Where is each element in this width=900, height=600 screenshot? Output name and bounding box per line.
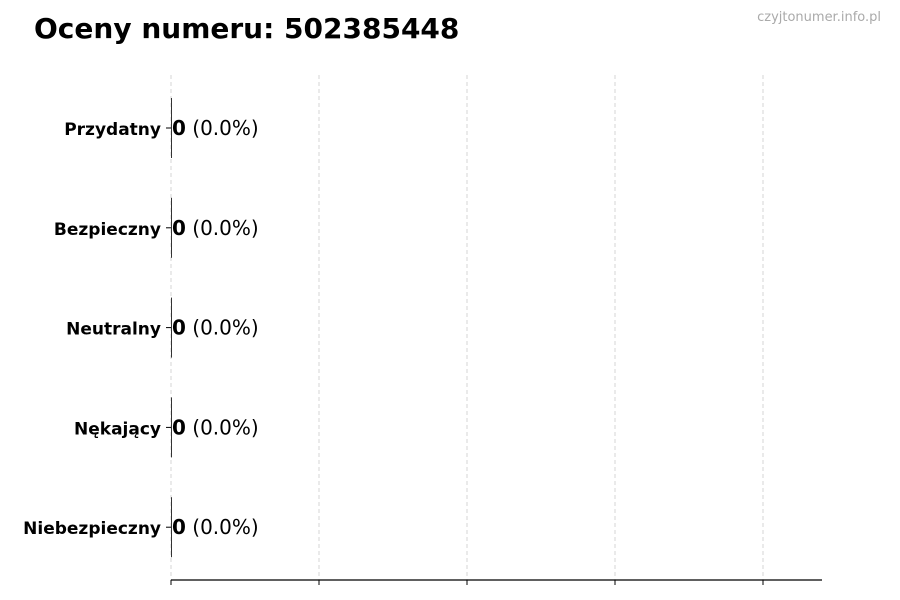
category-label: Bezpieczny [54,220,161,240]
data-label-percent: (0.0%) [186,216,259,240]
bar [171,197,172,258]
category-label: Przydatny [64,120,161,140]
category-label: Nękający [74,419,161,439]
data-label-percent: (0.0%) [186,116,259,140]
data-label-percent: (0.0%) [186,415,259,439]
data-label: 0 (0.0%) [172,216,259,240]
data-label-percent: (0.0%) [186,515,259,539]
data-label: 0 (0.0%) [172,415,259,439]
data-label-count: 0 [172,415,186,439]
watermark: czyjtonumer.info.pl [757,10,881,25]
category-label: Niebezpieczny [23,519,161,539]
data-label-count: 0 [172,515,186,539]
data-label: 0 (0.0%) [172,116,259,140]
data-label-count: 0 [172,216,186,240]
data-label-count: 0 [172,116,186,140]
bar [171,497,172,558]
bar [171,297,172,358]
data-label-count: 0 [172,316,186,340]
data-label: 0 (0.0%) [172,515,259,539]
category-label: Neutralny [66,320,161,340]
data-label: 0 (0.0%) [172,316,259,340]
data-label-percent: (0.0%) [186,316,259,340]
chart-title: Oceny numeru: 502385448 [34,12,460,45]
bar [171,98,172,158]
bar [171,397,172,458]
